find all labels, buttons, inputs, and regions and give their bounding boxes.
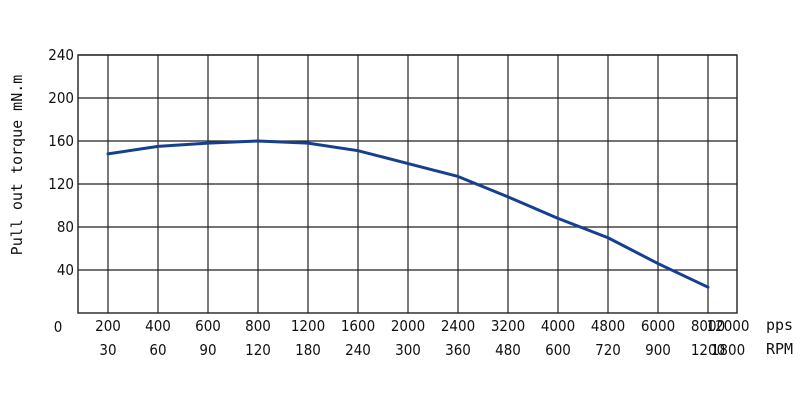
x-rpm-tick-label: 120 <box>245 341 271 359</box>
series-layer <box>106 139 710 289</box>
y-tick-labels: 240 200 160 120 80 40 <box>48 46 74 279</box>
x-pps-tick-label: 3200 <box>491 317 525 335</box>
x-rpm-tick-label: 30 <box>99 341 116 359</box>
x-pps-tick-label: 2000 <box>391 317 425 335</box>
x-pps-tick-label: 4800 <box>591 317 625 335</box>
x-pps-tick-label: 400 <box>145 317 171 335</box>
y-tick-label: 80 <box>57 218 74 236</box>
x-rpm-tick-label: 300 <box>395 341 421 359</box>
x-rpm-tick-label: 1800 <box>711 341 745 359</box>
grid <box>78 54 737 313</box>
y-tick-label: 40 <box>57 261 74 279</box>
x-rpm-tick-label: 1200 <box>691 341 725 359</box>
x-pps-tick-label: 1600 <box>341 317 375 335</box>
y-origin-label: 0 <box>54 318 63 336</box>
x-pps-tick-label: 600 <box>195 317 221 335</box>
x-rpm-tick-label: 480 <box>495 341 521 359</box>
x-tick-labels: 200 30 400 60 600 90 800 120 1200 180 1600 240 2000 3… <box>95 317 749 359</box>
y-tick-label: 120 <box>48 175 74 193</box>
plot-area-border <box>77 54 738 314</box>
plot-frame <box>77 54 738 314</box>
x-rpm-tick-label: 720 <box>595 341 621 359</box>
y-tick-label: 200 <box>48 89 74 107</box>
x-rpm-tick-label: 900 <box>645 341 671 359</box>
x-rpm-tick-label: 360 <box>445 341 471 359</box>
x-pps-tick-label: 2400 <box>441 317 475 335</box>
x-pps-tick-label: 6000 <box>641 317 675 335</box>
x-pps-tick-label: 200 <box>95 317 121 335</box>
x-rpm-tick-label: 180 <box>295 341 321 359</box>
x-rpm-tick-label: 90 <box>199 341 216 359</box>
x-pps-tick-label: 1200 <box>291 317 325 335</box>
x-rpm-tick-label: 600 <box>545 341 571 359</box>
y-tick-label: 160 <box>48 132 74 150</box>
x-rpm-tick-label: 240 <box>345 341 371 359</box>
y-axis-label: Pull out torque mN.m <box>8 75 26 256</box>
rpm-unit-label: RPM <box>766 340 793 358</box>
x-pps-tick-label: 800 <box>245 317 271 335</box>
x-pps-tick-label: 12000 <box>707 317 750 335</box>
x-rpm-tick-label: 60 <box>149 341 166 359</box>
pps-unit-label: pps <box>766 316 793 334</box>
x-pps-tick-label: 8000 <box>691 317 725 335</box>
y-tick-label: 240 <box>48 46 74 64</box>
x-pps-tick-label: 4000 <box>541 317 575 335</box>
